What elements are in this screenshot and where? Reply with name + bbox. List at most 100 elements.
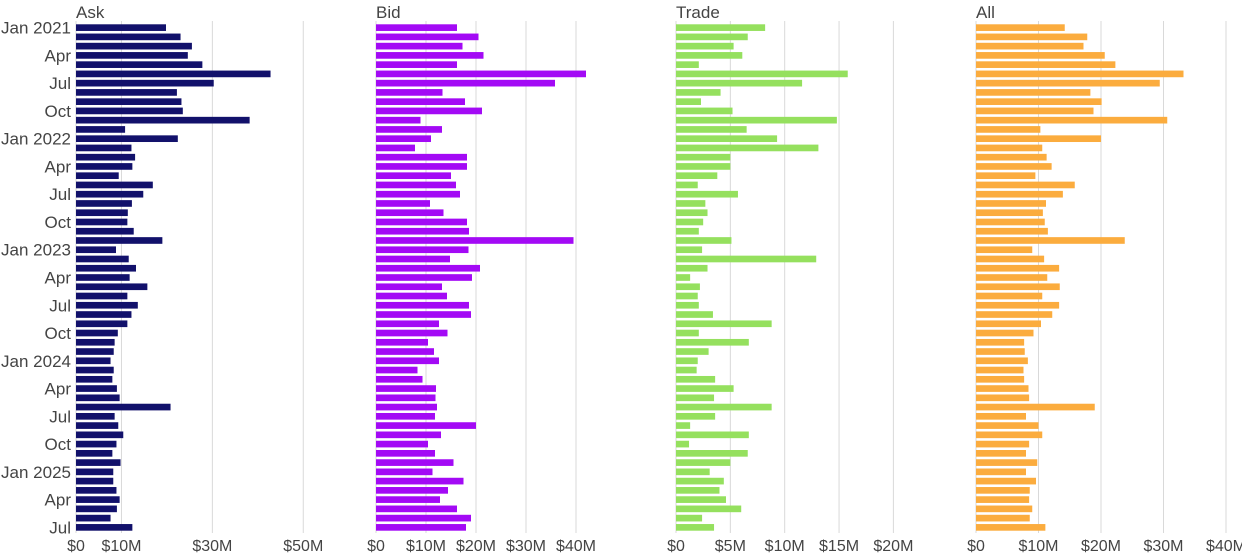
bar-bid-2022-01 [376, 135, 431, 143]
bar-bid-2024-05 [376, 394, 436, 402]
bar-all-2022-10 [976, 218, 1045, 226]
x-tick-label: $20M [873, 538, 913, 555]
panel-trade: $0 $5M $10M $15M $20M Trade [667, 3, 913, 555]
bar-all-2024-02 [976, 366, 1024, 374]
bar-bid-2021-10 [376, 107, 482, 115]
x-tick-label: $50M [283, 538, 323, 555]
bar-bid-2025-03 [376, 487, 448, 494]
bar-all-2023-08 [976, 311, 1053, 318]
bar-ask-2025-04 [76, 496, 120, 503]
bar-trade-2021-04 [676, 52, 743, 59]
bar-ask-2023-02 [76, 255, 129, 263]
bar-bid-2024-02 [376, 366, 418, 374]
bar-bid-2025-04 [376, 496, 440, 503]
bar-bid-2025-07 [376, 524, 466, 531]
bar-ask-2021-10 [76, 107, 183, 115]
bar-trade-2024-05 [676, 394, 715, 402]
bar-trade-2022-09 [676, 209, 708, 217]
bar-trade-2022-05 [676, 172, 718, 180]
bar-all-2023-11 [976, 338, 1025, 346]
bar-ask-2022-03 [76, 153, 136, 161]
bar-bid-2021-07 [376, 79, 555, 87]
bar-all-2022-07 [976, 190, 1063, 198]
bar-ask-2022-05 [76, 172, 119, 180]
bar-bid-2022-04 [376, 163, 467, 170]
y-tick-label: Jul [49, 407, 71, 426]
bar-bid-2021-09 [376, 98, 465, 105]
bar-bid-2023-04 [376, 274, 472, 281]
x-tick-label: $10M [765, 538, 805, 555]
bar-bid-2022-09 [376, 209, 444, 217]
bar-trade-2022-11 [676, 227, 699, 235]
bar-ask-2021-06 [76, 70, 271, 78]
bar-all-2024-03 [976, 375, 1025, 383]
bar-trade-2025-07 [676, 524, 715, 531]
bar-bid-2023-09 [376, 320, 439, 328]
bar-all-2021-11 [976, 116, 1168, 124]
bar-ask-2024-01 [76, 357, 111, 365]
bar-all-2021-04 [976, 52, 1105, 59]
bar-trade-2021-02 [676, 33, 748, 41]
bar-trade-2022-08 [676, 200, 706, 207]
y-tick-label: Jan 2021 [1, 19, 71, 38]
bar-trade-2024-08 [676, 422, 691, 429]
bar-all-2023-02 [976, 255, 1045, 263]
y-tick-label: Jan 2023 [1, 241, 71, 260]
bar-bid-2021-05 [376, 61, 457, 68]
bar-bid-2024-07 [376, 412, 435, 420]
bar-all-2023-06 [976, 292, 1043, 300]
y-tick-label: Apr [45, 269, 72, 288]
bar-bid-2021-11 [376, 116, 421, 124]
y-tick-label: Oct [45, 213, 72, 232]
y-tick-label: Apr [45, 157, 72, 176]
bar-trade-2024-12 [676, 459, 731, 466]
bar-bid-2022-06 [376, 181, 456, 189]
bar-bid-2024-11 [376, 450, 435, 457]
bar-all-2024-09 [976, 431, 1043, 439]
x-tick-label: $20M [456, 538, 496, 555]
bar-trade-2025-06 [676, 514, 703, 522]
bar-trade-2023-03 [676, 264, 708, 272]
y-tick-label: Jul [49, 296, 71, 315]
bar-all-2025-03 [976, 487, 1030, 494]
bar-all-2024-12 [976, 459, 1038, 466]
bar-trade-2022-06 [676, 181, 698, 189]
x-tick-label: $5M [715, 538, 746, 555]
bar-trade-2022-03 [676, 153, 731, 161]
bar-bid-2022-10 [376, 218, 467, 226]
bar-all-2021-12 [976, 126, 1041, 133]
bar-trade-2022-02 [676, 144, 819, 152]
bar-bid-2025-02 [376, 477, 464, 485]
bar-all-2023-10 [976, 329, 1034, 337]
bar-bid-2024-01 [376, 357, 439, 365]
panel-title: Bid [376, 3, 401, 22]
bar-bid-2024-09 [376, 431, 441, 439]
y-tick-label: Oct [45, 435, 72, 454]
bar-trade-2022-12 [676, 237, 732, 244]
x-tick-label: $20M [1081, 538, 1121, 555]
x-tick-label: $30M [506, 538, 546, 555]
bar-bid-2023-06 [376, 292, 447, 300]
bar-trade-2024-09 [676, 431, 749, 439]
bar-ask-2023-10 [76, 329, 118, 337]
bar-ask-2024-04 [76, 385, 117, 392]
bar-bid-2024-04 [376, 385, 436, 392]
bar-bid-2023-03 [376, 264, 480, 272]
bar-all-2022-06 [976, 181, 1075, 189]
bar-ask-2022-01 [76, 135, 178, 143]
bar-ask-2021-02 [76, 33, 181, 41]
bar-ask-2025-02 [76, 477, 114, 485]
bar-all-2023-05 [976, 283, 1060, 291]
bar-bid-2025-06 [376, 514, 471, 522]
bar-trade-2022-10 [676, 218, 704, 226]
bar-bid-2023-01 [376, 246, 469, 254]
x-tick-label: $10M [101, 538, 141, 555]
bar-all-2022-12 [976, 237, 1125, 244]
x-tick-label: $10M [406, 538, 446, 555]
x-tick-label: $10M [1018, 538, 1058, 555]
y-tick-label: Apr [45, 380, 72, 399]
x-tick-label: $30M [192, 538, 232, 555]
y-tick-label: Jan 2024 [1, 352, 71, 371]
bar-ask-2023-08 [76, 311, 132, 318]
